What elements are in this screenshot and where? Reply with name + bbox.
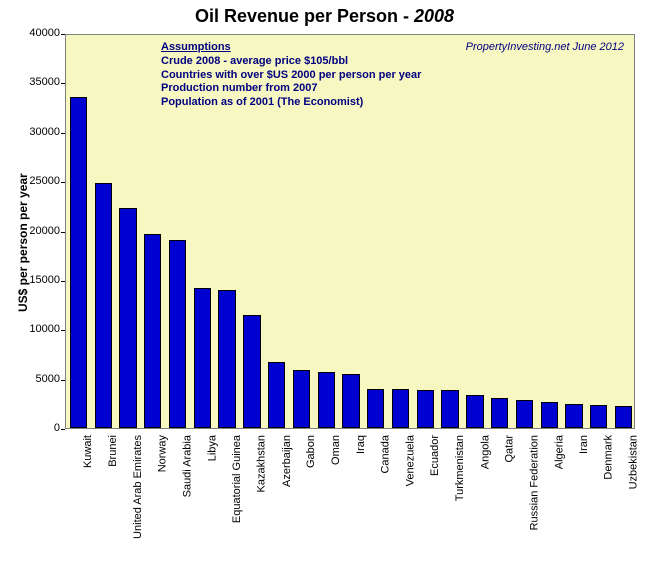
y-tick-mark xyxy=(61,83,65,84)
y-tick-label: 15000 xyxy=(10,274,60,286)
x-axis-label: Iraq xyxy=(355,435,367,454)
bar xyxy=(516,400,533,428)
plot-area: Assumptions Crude 2008 - average price $… xyxy=(65,34,635,429)
y-tick-mark xyxy=(61,380,65,381)
y-tick-label: 5000 xyxy=(10,373,60,385)
x-axis-label: Uzbekistan xyxy=(628,435,640,489)
bar xyxy=(119,208,136,428)
bar xyxy=(491,398,508,428)
bars-container xyxy=(66,35,634,428)
y-tick-mark xyxy=(61,232,65,233)
y-tick-label: 20000 xyxy=(10,225,60,237)
y-tick-mark xyxy=(61,182,65,183)
x-axis-label: Brunei xyxy=(107,435,119,467)
y-axis-label: US$ per person per year xyxy=(16,173,30,312)
y-tick-mark xyxy=(61,34,65,35)
y-tick-label: 25000 xyxy=(10,175,60,187)
x-axis-label: Venezuela xyxy=(405,435,417,486)
x-axis-label: Canada xyxy=(380,435,392,474)
y-tick-mark xyxy=(61,330,65,331)
x-axis-label: Libya xyxy=(206,435,218,461)
y-tick-mark xyxy=(61,429,65,430)
x-axis-label: Qatar xyxy=(504,435,516,463)
y-tick-mark xyxy=(61,133,65,134)
x-axis-label: Ecuador xyxy=(429,435,441,476)
bar xyxy=(615,406,632,428)
x-axis-label: Oman xyxy=(330,435,342,465)
x-axis-label: Azerbaijan xyxy=(281,435,293,487)
x-axis-label: United Arab Emirates xyxy=(132,435,144,539)
bar xyxy=(392,389,409,429)
x-axis-label: Denmark xyxy=(603,435,615,480)
bar xyxy=(293,370,310,428)
x-axis-label: Gabon xyxy=(305,435,317,468)
bar xyxy=(466,395,483,428)
oil-revenue-chart: Oil Revenue per Person - 2008 Assumption… xyxy=(0,0,649,576)
y-tick-mark xyxy=(61,281,65,282)
bar xyxy=(590,405,607,428)
bar xyxy=(243,315,260,428)
chart-title-prefix: Oil Revenue per Person - xyxy=(195,6,414,26)
bar xyxy=(541,402,558,428)
chart-title: Oil Revenue per Person - 2008 xyxy=(0,6,649,27)
x-axis-label: Equatorial Guinea xyxy=(231,435,243,523)
y-tick-label: 40000 xyxy=(10,27,60,39)
chart-title-year: 2008 xyxy=(414,6,454,26)
bar xyxy=(441,390,458,428)
bar xyxy=(342,374,359,428)
x-axis-label: Turkmenistan xyxy=(454,435,466,501)
bar xyxy=(318,372,335,428)
bar xyxy=(70,97,87,428)
y-tick-label: 10000 xyxy=(10,323,60,335)
x-axis-label: Saudi Arabia xyxy=(182,435,194,497)
bar xyxy=(367,389,384,429)
x-axis-label: Iran xyxy=(578,435,590,454)
x-axis-label: Kazakhstan xyxy=(256,435,268,492)
bar xyxy=(194,288,211,428)
bar xyxy=(169,240,186,428)
x-axis-label: Russian Federation xyxy=(528,435,540,530)
x-axis-label: Algeria xyxy=(553,435,565,469)
y-tick-label: 30000 xyxy=(10,126,60,138)
bar xyxy=(417,390,434,429)
x-axis-label: Kuwait xyxy=(82,435,94,468)
bar xyxy=(95,183,112,428)
y-tick-label: 0 xyxy=(10,422,60,434)
bar xyxy=(565,404,582,428)
bar xyxy=(268,362,285,428)
bar xyxy=(218,290,235,428)
x-axis-label: Angola xyxy=(479,435,491,469)
x-axis-label: Norway xyxy=(157,435,169,472)
bar xyxy=(144,234,161,428)
y-tick-label: 35000 xyxy=(10,76,60,88)
